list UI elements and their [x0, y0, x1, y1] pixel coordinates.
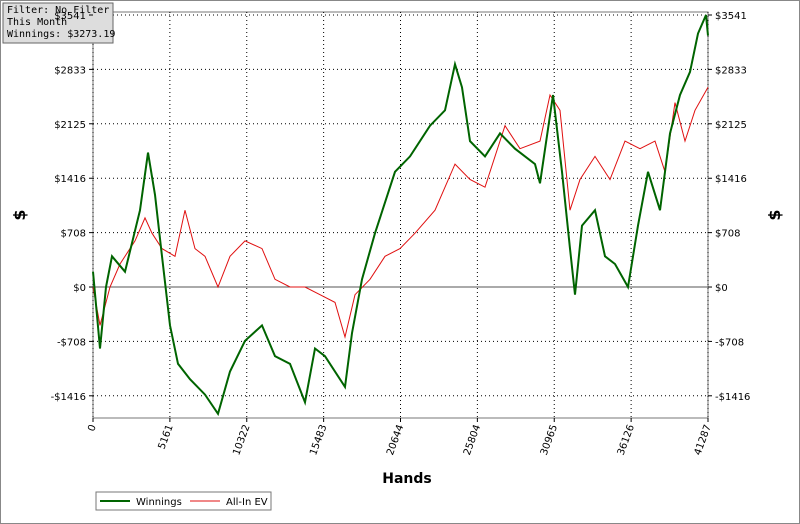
y2-tick-label: -$1416 — [715, 392, 750, 403]
series-line — [92, 87, 709, 339]
info-text: Filter: No Filter — [7, 5, 109, 16]
y-tick-label: $3541 — [54, 11, 86, 22]
y-tick-label: $1416 — [54, 174, 86, 185]
y2-tick-label: $1416 — [715, 174, 747, 185]
info-box — [2, 2, 114, 44]
y2-tick-label: $2125 — [715, 120, 747, 131]
info-text: Winnings: $3273.19 — [7, 29, 115, 40]
y-tick-label: $708 — [61, 229, 86, 240]
y-axis-label: $ — [10, 209, 29, 220]
y-tick-label: $0 — [73, 283, 86, 294]
y-tick-label: $2833 — [54, 65, 86, 76]
y-tick-label: -$1416 — [51, 392, 86, 403]
legend — [95, 491, 272, 511]
y-tick-label: -$708 — [57, 337, 86, 348]
series-line — [92, 14, 709, 417]
info-text: This Month — [7, 17, 67, 28]
x-tick-label: 0 — [86, 423, 99, 433]
y2-axis-label: $ — [765, 209, 784, 220]
y2-tick-label: $2833 — [715, 65, 747, 76]
x-axis-label: Hands — [382, 471, 432, 487]
legend-label: Winnings — [136, 497, 182, 508]
y-tick-label: $2125 — [54, 120, 86, 131]
legend-label: All-In EV — [226, 497, 268, 508]
y2-tick-label: -$708 — [715, 337, 744, 348]
y2-tick-label: $0 — [715, 283, 728, 294]
y2-tick-label: $3541 — [715, 11, 747, 22]
y2-tick-label: $708 — [715, 229, 740, 240]
